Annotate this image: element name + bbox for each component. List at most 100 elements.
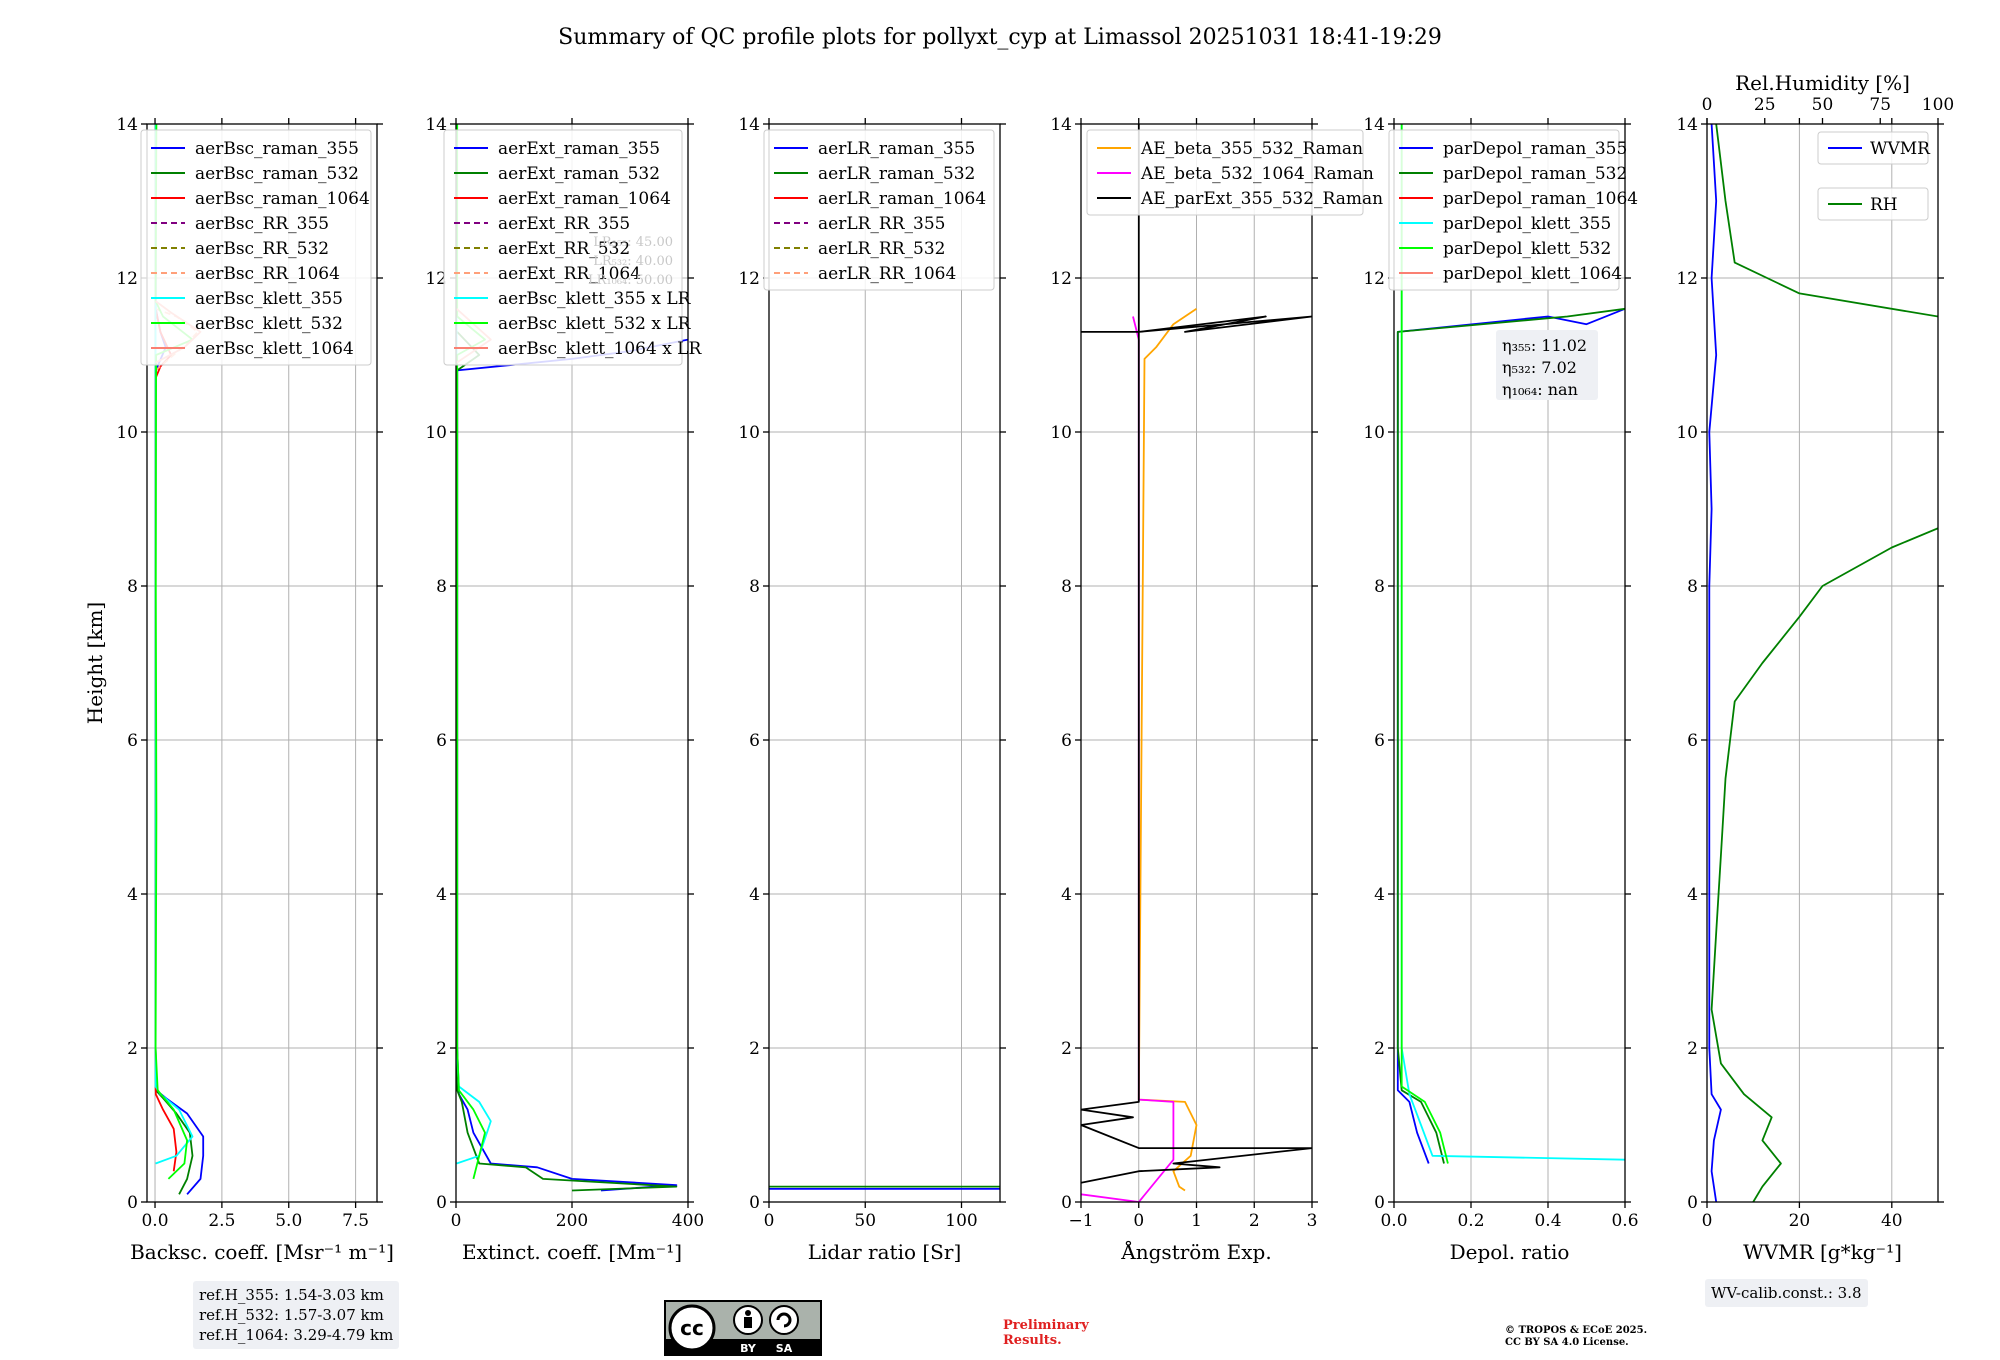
panel-1: 0 2 4 6 8 10 12 14 0.0 2.5 5.0 7.5 Backsc. coeff. [M… — [83, 115, 394, 1264]
y-tick-label: 12 — [1676, 269, 1698, 289]
legend-label-AE-parExt-355-532-Raman: AE_parExt_355_532_Raman — [1140, 189, 1383, 209]
legend-label-parDepol-klett-355: parDepol_klett_355 — [1443, 214, 1611, 234]
x-tick-label: 0.4 — [1534, 1211, 1561, 1231]
series-line-parDepol-klett-532 — [1400, 124, 1449, 1164]
x-tick-label: 2.5 — [208, 1211, 235, 1231]
y-tick-label: 12 — [116, 269, 138, 289]
series-group — [1708, 124, 1938, 1202]
y-tick-label: 8 — [436, 577, 447, 597]
y-tick-label: 4 — [749, 885, 760, 905]
legend-label-aerBsc-klett-1064-x-LR: aerBsc_klett_1064 x LR — [498, 339, 702, 359]
series-group — [1396, 124, 1625, 1164]
legend-label-aerBsc-RR-1064: aerBsc_RR_1064 — [195, 264, 340, 284]
y-tick-label: 0 — [749, 1193, 760, 1213]
legend-label-WVMR: WVMR — [1870, 139, 1931, 159]
y-tick-label: 8 — [1061, 577, 1072, 597]
x-tick-label: 7.5 — [342, 1211, 369, 1231]
x2-tick-label: 50 — [1812, 95, 1834, 115]
x2-tick-label: 0 — [1702, 95, 1713, 115]
legend-label-aerLR-raman-1064: aerLR_raman_1064 — [818, 189, 986, 209]
figure-title: Summary of QC profile plots for pollyxt_… — [558, 25, 1442, 50]
y-tick-label: 8 — [1687, 577, 1698, 597]
y-tick-label: 0 — [1374, 1193, 1385, 1213]
x-tick-label: 0 — [764, 1211, 775, 1231]
preliminary-note-line-2: Results. — [1003, 1333, 1062, 1348]
y-tick-label: 4 — [127, 885, 138, 905]
y-tick-label: 8 — [127, 577, 138, 597]
eta-box — [1496, 330, 1598, 400]
y-tick-label: 14 — [116, 115, 138, 135]
x-tick-label: 100 — [945, 1211, 977, 1231]
y-tick-label: 2 — [127, 1039, 138, 1059]
y-tick-label: 8 — [749, 577, 760, 597]
y-tick-label: 12 — [738, 269, 760, 289]
share-alike-icon — [769, 1305, 799, 1335]
panel-2: 0 2 4 6 8 10 12 14 0 200 400 Extinct. coeff. [Mm⁻¹]… — [425, 115, 704, 1264]
legend-label-aerExt-raman-1064: aerExt_raman_1064 — [498, 189, 671, 209]
y-tick-label: 10 — [116, 423, 138, 443]
y-tick-label: 14 — [738, 115, 760, 135]
y-tick-label: 10 — [738, 423, 760, 443]
series-line-parDepol-raman-532 — [1396, 307, 1625, 1164]
x-tick-label: 200 — [556, 1211, 588, 1231]
y-tick-label: 12 — [1363, 269, 1385, 289]
wv-calibration-box: WV-calib.const.: 3.8 — [1705, 1279, 1868, 1307]
x-tick-label: 3 — [1307, 1211, 1318, 1231]
x-axis-label: WVMR [g*kg⁻¹] — [1743, 1240, 1902, 1264]
x-tick-label: 0.0 — [1380, 1211, 1407, 1231]
axes-frame — [768, 123, 1001, 1203]
ref-height-532: ref.H_532: 1.57-3.07 km — [199, 1306, 384, 1324]
preliminary-note-line-1: Preliminary — [1003, 1318, 1089, 1333]
axes-frame — [1393, 123, 1626, 1203]
x-tick-label: 20 — [1789, 1211, 1811, 1231]
y-tick-label: 0 — [1687, 1193, 1698, 1213]
axes-frame — [146, 123, 378, 1203]
legend-box — [1388, 129, 1620, 291]
series-line-WVMR — [1708, 124, 1722, 1202]
legend-box — [1086, 129, 1364, 216]
x-tick-label: 0.2 — [1457, 1211, 1484, 1231]
copyright-line-1: © TROPOS & ECoE 2025. — [1505, 1325, 1648, 1336]
series-group — [1081, 124, 1312, 1202]
legend-label-aerBsc-raman-355: aerBsc_raman_355 — [195, 139, 359, 159]
legend-label-RH: RH — [1870, 195, 1898, 215]
y-tick-label: 6 — [749, 731, 760, 751]
y-tick-label: 2 — [436, 1039, 447, 1059]
legend-label-aerBsc-RR-355: aerBsc_RR_355 — [195, 214, 329, 234]
attribution-icon-body — [744, 1317, 752, 1328]
x-tick-label: −1 — [1068, 1211, 1093, 1231]
x-tick-label: 2 — [1249, 1211, 1260, 1231]
legend-label-aerExt-RR-355: aerExt_RR_355 — [498, 214, 630, 234]
x-tick-label: 0 — [1702, 1211, 1713, 1231]
x-axis-label: Lidar ratio [Sr] — [808, 1240, 962, 1264]
y-tick-label: 6 — [436, 731, 447, 751]
attribution-icon-head — [745, 1310, 751, 1316]
legend-label-AE-beta-532-1064-Raman: AE_beta_532_1064_Raman — [1140, 164, 1374, 184]
y-tick-label: 14 — [1050, 115, 1072, 135]
cc-sa-label: SA — [776, 1342, 793, 1355]
x2-tick-label: 75 — [1869, 95, 1891, 115]
y-tick-label: 2 — [1061, 1039, 1072, 1059]
y-tick-label: 10 — [1050, 423, 1072, 443]
y-tick-label: 12 — [425, 269, 447, 289]
legend-label-AE-beta-355-532-Raman: AE_beta_355_532_Raman — [1140, 139, 1363, 159]
wv-calib-const: WV-calib.const.: 3.8 — [1711, 1284, 1862, 1302]
y-tick-label: 6 — [1687, 731, 1698, 751]
y-tick-label: 4 — [1061, 885, 1072, 905]
legend-box — [140, 129, 372, 366]
x-axis-label: Ångström Exp. — [1120, 1239, 1271, 1264]
copyright-note: © TROPOS & ECoE 2025. CC BY SA 4.0 Licen… — [1505, 1325, 1647, 1349]
y-tick-label: 2 — [1374, 1039, 1385, 1059]
y-tick-label: 8 — [1374, 577, 1385, 597]
x-tick-label: 0 — [1133, 1211, 1144, 1231]
y-tick-label: 4 — [1374, 885, 1385, 905]
legend-label-parDepol-klett-532: parDepol_klett_532 — [1443, 239, 1611, 259]
y-tick-label: 4 — [436, 885, 447, 905]
legend-label-parDepol-klett-1064: parDepol_klett_1064 — [1443, 264, 1622, 284]
series-line-AE-beta-532-1064-Raman — [1081, 316, 1175, 1202]
legend-label-aerBsc-klett-1064: aerBsc_klett_1064 — [195, 339, 354, 359]
legend-label-aerBsc-raman-1064: aerBsc_raman_1064 — [195, 189, 370, 209]
x-axis-label: Backsc. coeff. [Msr⁻¹ m⁻¹] — [130, 1240, 394, 1264]
legend-box-RH — [1817, 187, 1929, 221]
